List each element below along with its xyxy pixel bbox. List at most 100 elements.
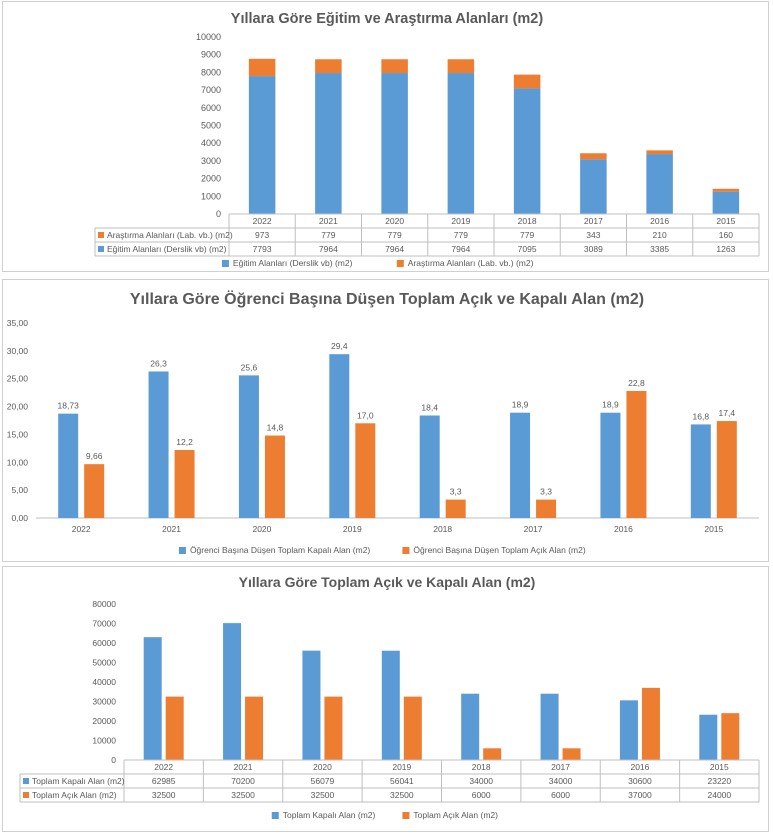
- y-tick-label: 35,00: [7, 318, 29, 328]
- bar-toplam-acik: [721, 713, 740, 760]
- bar-arastirma: [248, 58, 276, 77]
- y-tick-label: 0: [216, 209, 221, 219]
- bar-kapali: [58, 413, 79, 518]
- y-tick-label: 2000: [201, 174, 221, 184]
- data-label: 3,3: [450, 487, 462, 497]
- bar-arastirma: [712, 188, 740, 192]
- data-label: 18,9: [512, 400, 529, 410]
- bar-egitim: [580, 159, 607, 214]
- y-tick-label: 8000: [201, 67, 221, 77]
- bar-toplam-kapali: [381, 650, 400, 760]
- x-tick-label: 2015: [710, 762, 729, 772]
- data-table-cell: 779: [388, 230, 402, 240]
- bar-kapali: [238, 375, 259, 518]
- data-label: 14,8: [267, 423, 284, 433]
- x-tick-label: 2015: [704, 524, 723, 534]
- x-tick-label: 2016: [650, 216, 669, 226]
- data-label: 25,6: [241, 362, 258, 372]
- bar-acik: [536, 499, 557, 518]
- bar-arastirma: [381, 59, 408, 74]
- data-table-cell: 32500: [231, 790, 255, 800]
- data-label: 16,8: [693, 411, 710, 421]
- legend-label: Toplam Kapalı Alan (m2): [283, 810, 376, 820]
- data-table-cell: 32500: [390, 790, 414, 800]
- y-tick-label: 9000: [201, 50, 221, 60]
- data-table-row-label: Eğitim Alanları (Derslik vb) (m2): [107, 244, 227, 254]
- bar-egitim: [712, 191, 740, 214]
- bar-acik: [716, 421, 737, 518]
- legend-swatch: [396, 260, 404, 267]
- bar-egitim: [513, 88, 541, 214]
- bar-acik: [264, 435, 285, 518]
- y-tick-label: 20000: [92, 716, 116, 726]
- bar-acik: [355, 423, 376, 518]
- x-tick-label: 2015: [716, 216, 735, 226]
- bar-egitim: [646, 154, 673, 214]
- chart-panel-ogrenci-basina-alan: Yıllara Göre Öğrenci Başına Düşen Toplam…: [2, 279, 769, 562]
- bar-acik: [626, 390, 647, 518]
- y-tick-label: 5000: [201, 121, 221, 131]
- x-tick-label: 2018: [433, 524, 452, 534]
- chart-title: Yıllara Göre Öğrenci Başına Düşen Toplam…: [130, 289, 644, 308]
- bar-toplam-acik: [483, 748, 502, 760]
- bar-acik: [84, 464, 105, 518]
- legend-swatch: [221, 260, 229, 267]
- bar-toplam-kapali: [302, 650, 321, 760]
- y-tick-label: 30,00: [7, 346, 29, 356]
- chart-panel-egitim-arastirma: Yıllara Göre Eğitim ve Araştırma Alanlar…: [2, 1, 769, 272]
- data-table-swatch: [23, 778, 29, 784]
- y-tick-label: 1000: [201, 191, 221, 201]
- legend-swatch: [271, 812, 279, 819]
- x-tick-label: 2017: [524, 524, 543, 534]
- data-table-cell: 6000: [472, 790, 491, 800]
- x-tick-label: 2022: [154, 762, 173, 772]
- data-table-cell: 7793: [253, 244, 272, 254]
- y-tick-label: 25,00: [7, 374, 29, 384]
- legend-label: Öğrenci Başına Düşen Toplam Açık Alan (m…: [413, 545, 585, 555]
- x-tick-label: 2020: [313, 762, 332, 772]
- data-table-row-label: Araştırma Alanları (Lab. vb.) (m2): [107, 230, 233, 240]
- y-tick-label: 80000: [92, 599, 116, 609]
- bar-arastirma: [646, 150, 673, 155]
- bar-toplam-kapali: [619, 700, 638, 760]
- data-table-cell: 7964: [319, 244, 338, 254]
- data-table-cell: 62985: [152, 776, 176, 786]
- data-table-cell: 30600: [628, 776, 652, 786]
- x-tick-label: 2016: [614, 524, 633, 534]
- bar-toplam-acik: [324, 696, 343, 760]
- data-table-swatch: [98, 246, 104, 252]
- bar-toplam-acik: [245, 696, 264, 760]
- x-tick-label: 2018: [518, 216, 537, 226]
- data-label: 12,2: [176, 437, 193, 447]
- x-tick-label: 2019: [392, 762, 411, 772]
- y-tick-label: 30000: [92, 697, 116, 707]
- bar-egitim: [447, 73, 475, 214]
- data-table-cell: 1263: [716, 244, 735, 254]
- data-table-cell: 343: [586, 230, 600, 240]
- x-tick-label: 2016: [630, 762, 649, 772]
- bar-arastirma: [315, 59, 342, 74]
- y-tick-label: 10,00: [7, 457, 29, 467]
- y-tick-label: 70000: [92, 619, 116, 629]
- legend-swatch: [402, 547, 410, 554]
- data-table-cell: 7964: [451, 244, 470, 254]
- data-label: 18,4: [421, 402, 438, 412]
- data-table-cell: 56041: [390, 776, 414, 786]
- y-tick-label: 6000: [201, 103, 221, 113]
- data-label: 18,73: [58, 401, 80, 411]
- x-tick-label: 2021: [319, 216, 338, 226]
- y-tick-label: 7000: [201, 85, 221, 95]
- data-table-cell: 32500: [152, 790, 176, 800]
- bar-toplam-acik: [562, 748, 581, 760]
- x-tick-label: 2017: [551, 762, 570, 772]
- bar-arastirma: [447, 59, 475, 74]
- legend-label: Öğrenci Başına Düşen Toplam Kapalı Alan …: [190, 545, 370, 555]
- data-label: 3,3: [540, 487, 552, 497]
- data-table-cell: 24000: [707, 790, 731, 800]
- bar-kapali: [329, 354, 350, 518]
- data-label: 22,8: [628, 378, 645, 388]
- x-tick-label: 2019: [451, 216, 470, 226]
- y-tick-label: 50000: [92, 658, 116, 668]
- data-table-row-label: Toplam Açık Alan (m2): [32, 790, 117, 800]
- legend-label: Araştırma Alanları (Lab. vb.) (m2): [408, 258, 534, 268]
